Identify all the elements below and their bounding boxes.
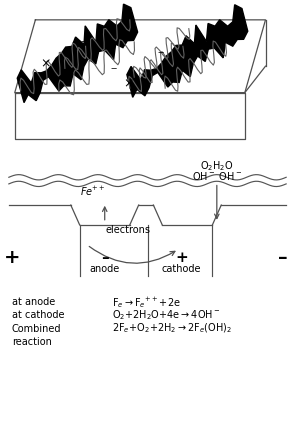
Text: ×: ×: [183, 40, 194, 53]
Text: –: –: [81, 35, 87, 49]
Text: at anode: at anode: [12, 297, 55, 307]
Text: Combined: Combined: [12, 324, 61, 333]
Text: –: –: [278, 249, 288, 267]
Text: –: –: [110, 62, 117, 75]
Text: electrons: electrons: [106, 225, 151, 235]
Text: O$_2$H$_2$O: O$_2$H$_2$O: [200, 159, 234, 173]
Text: F$_e$$\rightarrow$F$_e$$^{++}$+2e: F$_e$$\rightarrow$F$_e$$^{++}$+2e: [112, 295, 181, 310]
Text: 2F$_e$+O$_2$+2H$_2$$\rightarrow$2F$_e$(OH)$_2$: 2F$_e$+O$_2$+2H$_2$$\rightarrow$2F$_e$(O…: [112, 322, 232, 335]
Polygon shape: [127, 5, 248, 97]
Text: O$_2$+2H$_2$O+4e$\rightarrow$4OH$^-$: O$_2$+2H$_2$O+4e$\rightarrow$4OH$^-$: [112, 308, 221, 322]
Text: –: –: [158, 46, 164, 60]
Text: +: +: [4, 249, 20, 267]
Text: +: +: [175, 251, 188, 265]
Text: Fe$^{++}$: Fe$^{++}$: [80, 185, 106, 198]
Text: at cathode: at cathode: [12, 310, 64, 320]
Text: cathode: cathode: [162, 264, 201, 274]
Text: anode: anode: [90, 264, 120, 274]
Text: ×: ×: [123, 77, 134, 90]
Polygon shape: [17, 4, 138, 103]
Text: ×: ×: [40, 57, 51, 71]
Text: reaction: reaction: [12, 337, 52, 347]
Text: OH$^-$ OH$^-$: OH$^-$ OH$^-$: [192, 170, 242, 182]
Text: –: –: [101, 251, 109, 265]
